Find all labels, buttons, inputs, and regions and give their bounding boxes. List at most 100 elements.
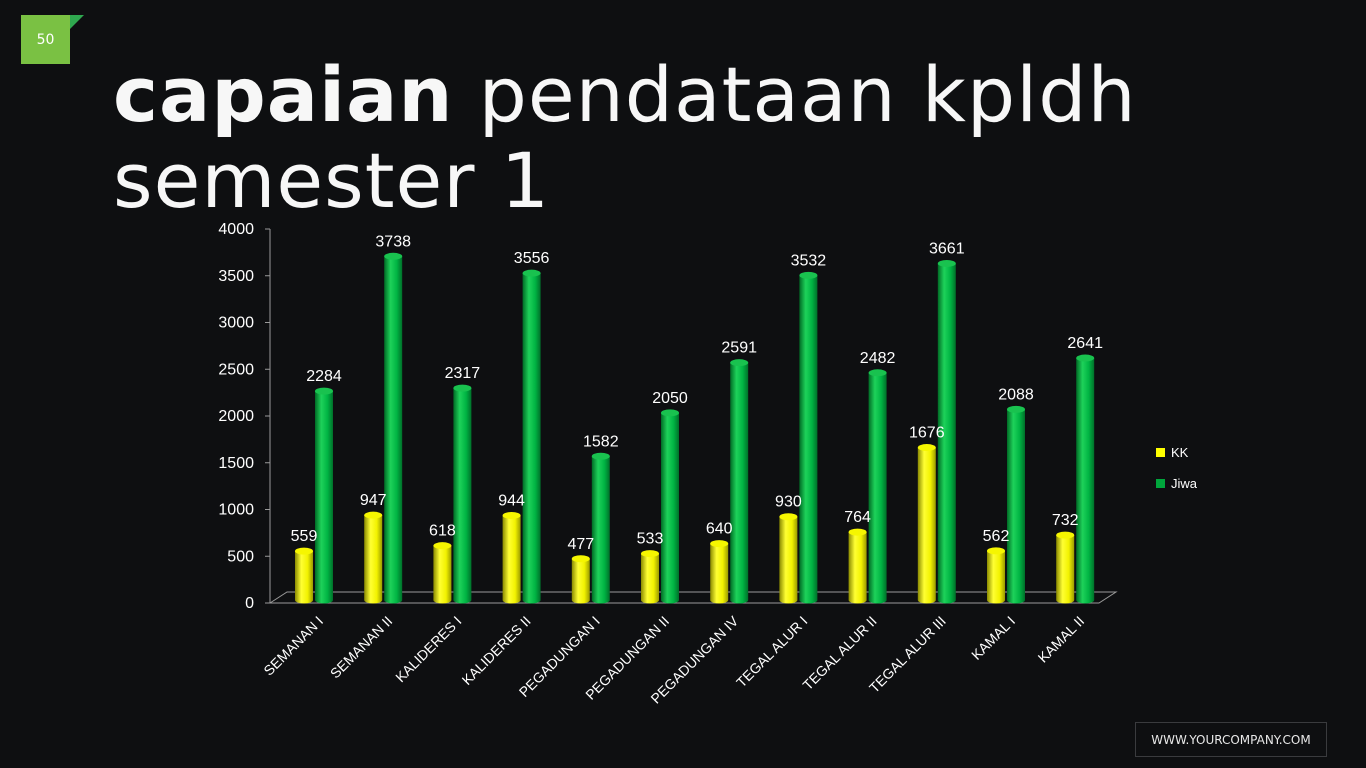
- bar-jiwa: [937, 263, 956, 604]
- data-label-jiwa: 2088: [998, 386, 1034, 403]
- x-tick-label: TEGAL ALUR I: [733, 613, 811, 691]
- bar-kk: [1056, 535, 1075, 604]
- data-label-kk: 947: [360, 492, 387, 509]
- bar-kk: [364, 515, 383, 604]
- x-tick-label: KALIDERES II: [459, 613, 534, 688]
- bar-top-jiwa: [661, 409, 679, 417]
- data-label-kk: 618: [429, 523, 456, 540]
- bar-kk: [917, 447, 936, 604]
- y-tick-label: 3000: [218, 315, 254, 332]
- legend-item-jiwa: Jiwa: [1156, 476, 1197, 491]
- x-tick-label: TEGAL ALUR II: [799, 613, 879, 693]
- y-tick-label: 2500: [218, 361, 254, 378]
- bar-kk: [295, 551, 313, 604]
- chart-floor: [268, 591, 1118, 604]
- data-label-kk: 477: [567, 536, 594, 553]
- bar-jiwa: [315, 391, 333, 604]
- bar-top-kk: [502, 511, 521, 519]
- data-label-jiwa: 2591: [721, 340, 757, 357]
- y-tick-label: 1500: [218, 455, 254, 472]
- bar-jiwa: [799, 275, 818, 604]
- legend-label-jiwa: Jiwa: [1171, 476, 1198, 491]
- bar-top-kk: [779, 513, 798, 521]
- data-label-jiwa: 3532: [791, 252, 827, 269]
- data-label-kk: 559: [291, 528, 318, 545]
- data-label-jiwa: 2284: [306, 368, 342, 385]
- bar-top-kk: [571, 555, 590, 563]
- data-label-kk: 732: [1052, 512, 1079, 529]
- bar-kk: [571, 558, 590, 604]
- y-tick-label: 4000: [218, 221, 254, 238]
- legend-item-kk: KK: [1156, 445, 1188, 460]
- bars-layer: [295, 252, 1095, 604]
- data-label-kk: 764: [844, 509, 871, 526]
- bar-top-kk: [1056, 531, 1075, 539]
- data-label-kk: 930: [775, 494, 802, 511]
- bar-top-kk: [710, 540, 729, 548]
- data-label-jiwa: 3738: [375, 233, 411, 250]
- bar-jiwa: [591, 456, 610, 604]
- bar-top-jiwa: [384, 252, 403, 260]
- bar-jiwa: [522, 273, 541, 604]
- y-tick-label: 500: [227, 548, 254, 565]
- bar-kk: [987, 550, 1005, 604]
- x-tick-label: KAMAL I: [968, 613, 1018, 663]
- data-label-jiwa: 2482: [860, 350, 896, 367]
- bar-top-kk: [641, 550, 659, 558]
- bar-top-jiwa: [315, 387, 333, 395]
- bar-jiwa: [661, 412, 679, 604]
- data-label-kk: 944: [498, 492, 525, 509]
- data-label-kk: 562: [983, 528, 1010, 545]
- data-label-jiwa: 2317: [445, 365, 481, 382]
- slide-number: 50: [21, 15, 70, 64]
- bar-kk: [779, 516, 798, 604]
- bar-top-jiwa: [1076, 354, 1095, 362]
- data-label-jiwa: 3661: [929, 240, 965, 257]
- bar-kk: [710, 543, 729, 604]
- data-label-jiwa: 2050: [652, 390, 688, 407]
- bar-top-jiwa: [522, 269, 541, 277]
- bar-jiwa: [384, 256, 403, 604]
- title-bold-word: capaian: [113, 50, 454, 139]
- title-line2: semester 1: [113, 136, 551, 225]
- legend-label-kk: KK: [1171, 445, 1189, 460]
- bar-top-jiwa: [1007, 405, 1025, 413]
- y-tick-label: 3500: [218, 268, 254, 285]
- data-label-jiwa: 3556: [514, 250, 550, 267]
- bar-jiwa: [1007, 409, 1025, 604]
- bar-top-jiwa: [937, 259, 956, 267]
- data-label-kk: 640: [706, 521, 733, 538]
- bar-top-kk: [917, 444, 936, 452]
- legend-swatch-kk: [1156, 448, 1165, 457]
- data-label-kk: 533: [637, 531, 664, 548]
- bar-top-kk: [848, 528, 867, 536]
- y-tick-label: 2000: [218, 408, 254, 425]
- title-line1-rest: pendataan kpldh: [453, 50, 1137, 139]
- x-tick-label: SEMANAN I: [260, 613, 326, 679]
- axis-layer: 0 500 1000 1500 2000 2500 3000 3500 4000: [218, 221, 1118, 612]
- bar-jiwa: [868, 372, 887, 604]
- y-tick-label: 0: [245, 595, 254, 612]
- y-tick-label: 1000: [218, 502, 254, 519]
- bar-top-jiwa: [730, 359, 749, 367]
- data-label-jiwa: 1582: [583, 433, 619, 450]
- legend-swatch-jiwa: [1156, 479, 1165, 488]
- bar-top-jiwa: [868, 369, 887, 377]
- bar-jiwa: [1076, 358, 1095, 604]
- data-label-kk: 1676: [909, 425, 945, 442]
- bar-top-jiwa: [591, 452, 610, 460]
- bar-top-kk: [987, 547, 1005, 555]
- bar-top-kk: [295, 547, 313, 555]
- bar-kk: [433, 545, 452, 604]
- bar-jiwa: [453, 388, 472, 604]
- x-tick-label: KALIDERES I: [392, 613, 464, 685]
- bar-jiwa: [730, 362, 749, 604]
- bar-top-jiwa: [453, 384, 472, 392]
- bar-top-kk: [364, 511, 383, 519]
- bar-kk: [641, 553, 659, 604]
- slide-title: capaian pendataan kpldh semester 1: [113, 52, 1313, 224]
- bar-top-kk: [433, 542, 452, 550]
- footer-url: WWW.YOURCOMPANY.COM: [1135, 722, 1327, 757]
- corner-accent: [70, 15, 84, 29]
